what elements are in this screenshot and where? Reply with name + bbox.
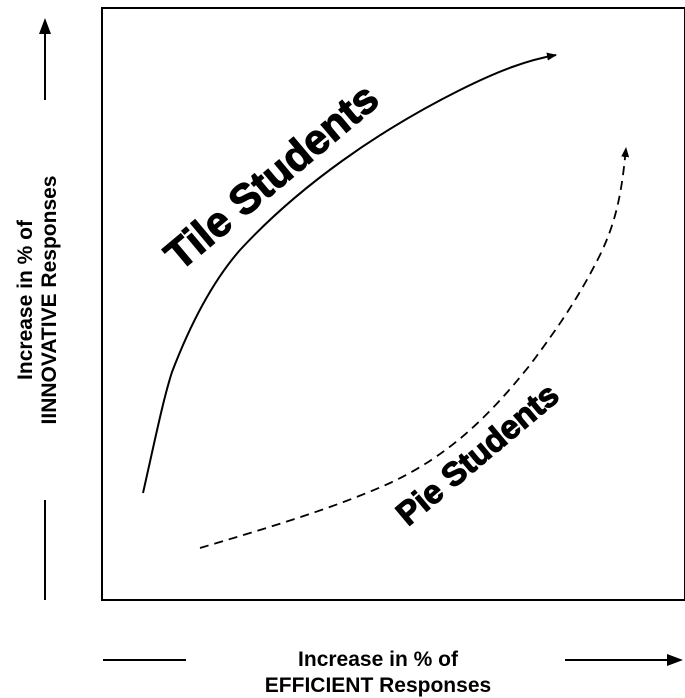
tile-students-curve — [142, 52, 557, 494]
x-axis-arrowhead — [667, 654, 683, 666]
y-axis-label-line1: Increase in % of — [14, 219, 37, 380]
x-axis-label-line2: EFFICIENT Responses — [265, 674, 491, 697]
y-axis-label-line2: IINNOVATIVE Responses — [38, 176, 61, 425]
y-axis-arrow — [39, 18, 51, 600]
x-axis-arrow — [103, 654, 683, 666]
x-axis-label-line1: Increase in % of — [298, 648, 459, 671]
y-axis-arrowhead — [39, 18, 51, 34]
plot-frame — [101, 7, 685, 601]
tile-students-label: Tile Students — [156, 74, 388, 279]
pie-students-label: Pie Students — [389, 376, 566, 533]
